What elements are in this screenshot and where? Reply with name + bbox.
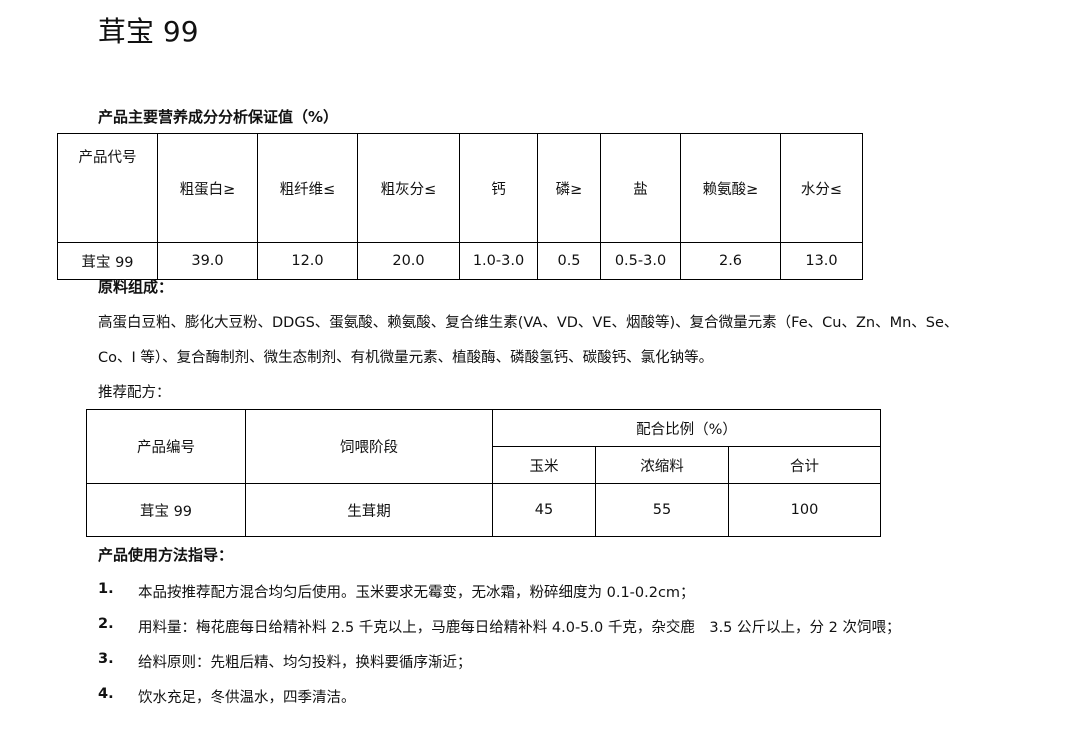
formula-table: 产品编号 饲喂阶段 配合比例（%） 玉米 浓缩料 合计 茸宝 99 生茸期 45… <box>86 409 882 537</box>
list-number: 1. <box>98 581 114 597</box>
table-subheader-row: 玉米 浓缩料 合计 <box>87 446 882 484</box>
table-header-row: 产品代号 粗蛋白≥ 粗纤维≤ 粗灰分≤ 钙 磷≥ 盐 赖氨酸≥ 水分≤ <box>57 133 863 243</box>
header-cell: 浓缩料 <box>595 446 729 484</box>
cell: 45 <box>492 483 596 537</box>
nutrition-heading: 产品主要营养成分分析保证值（%） <box>98 108 339 126</box>
list-number: 2. <box>98 616 114 632</box>
header-cell: 粗灰分≤ <box>357 133 460 243</box>
ingredients-line: Co、I 等）、复合酶制剂、微生态制剂、有机微量元素、植酸酶、磷酸氢钙、碳酸钙、… <box>98 350 714 366</box>
cell: 茸宝 99 <box>57 242 158 280</box>
page-title: 茸宝 99 <box>98 15 199 48</box>
cell: 2.6 <box>680 242 781 280</box>
cell: 1.0-3.0 <box>459 242 538 280</box>
header-cell: 钙 <box>459 133 538 243</box>
list-item: 饮水充足，冬供温水，四季清洁。 <box>138 690 356 706</box>
cell: 12.0 <box>257 242 358 280</box>
usage-heading: 产品使用方法指导： <box>98 546 234 564</box>
cell: 20.0 <box>357 242 460 280</box>
header-cell: 配合比例（%） <box>491 409 882 447</box>
header-cell: 产品代号 <box>57 133 158 243</box>
table-header-row: 产品编号 饲喂阶段 配合比例（%） <box>86 409 882 484</box>
cell: 55 <box>595 483 729 537</box>
cell: 0.5 <box>537 242 601 280</box>
header-cell: 赖氨酸≥ <box>680 133 781 243</box>
header-cell: 玉米 <box>492 446 596 484</box>
header-cell: 粗蛋白≥ <box>157 133 258 243</box>
cell: 生茸期 <box>245 483 493 537</box>
header-cell: 产品编号 <box>86 409 246 484</box>
cell: 100 <box>727 483 882 537</box>
table-row: 茸宝 99 39.0 12.0 20.0 1.0-3.0 0.5 0.5-3.0… <box>57 242 863 280</box>
formula-heading: 推荐配方： <box>98 385 171 401</box>
cell: 茸宝 99 <box>86 483 246 537</box>
list-number: 3. <box>98 651 114 667</box>
header-cell: 饲喂阶段 <box>245 409 493 484</box>
ingredients-line: 高蛋白豆粕、膨化大豆粉、DDGS、蛋氨酸、赖氨酸、复合维生素(VA、VD、VE、… <box>98 315 959 331</box>
list-number: 4. <box>98 686 114 702</box>
header-cell: 水分≤ <box>780 133 863 243</box>
header-cell: 粗纤维≤ <box>257 133 358 243</box>
cell: 13.0 <box>780 242 863 280</box>
list-item: 用料量：梅花鹿每日给精补料 2.5 千克以上，马鹿每日给精补料 4.0-5.0 … <box>138 620 901 636</box>
header-cell: 盐 <box>600 133 681 243</box>
ingredients-heading: 原料组成： <box>98 278 174 296</box>
header-cell: 磷≥ <box>537 133 601 243</box>
cell: 39.0 <box>157 242 258 280</box>
table-row: 茸宝 99 生茸期 45 55 100 <box>86 483 882 537</box>
list-item: 给料原则：先粗后精、均匀投料，换料要循序渐近； <box>138 655 472 671</box>
header-cell: 合计 <box>727 446 882 484</box>
cell: 0.5-3.0 <box>600 242 681 280</box>
nutrition-table: 产品代号 粗蛋白≥ 粗纤维≤ 粗灰分≤ 钙 磷≥ 盐 赖氨酸≥ 水分≤ 茸宝 9… <box>57 133 863 280</box>
list-item: 本品按推荐配方混合均匀后使用。玉米要求无霉变，无冰霜，粉碎细度为 0.1-0.2… <box>138 585 695 601</box>
